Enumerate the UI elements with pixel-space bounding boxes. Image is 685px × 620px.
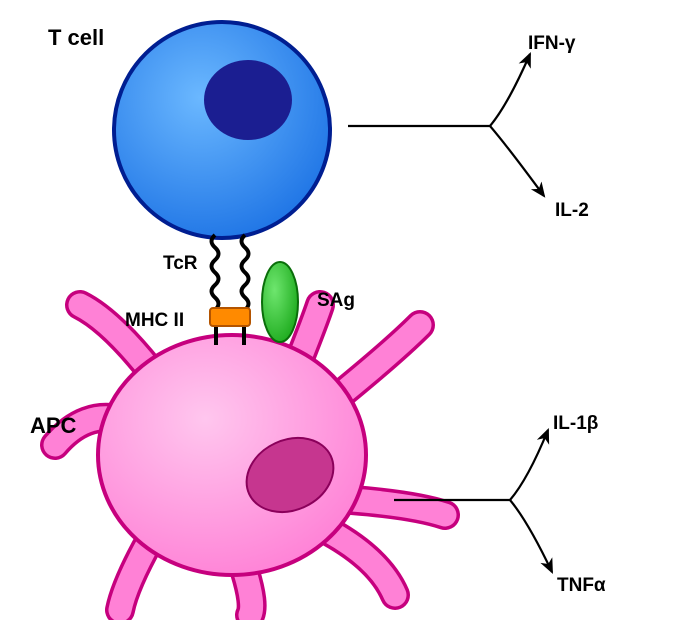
label-tcr: TcR (163, 253, 197, 275)
diagram-stage: T cell IFN-γ IL-2 TcR SAg MHC II APC IL-… (0, 0, 685, 620)
mhc-peptide-box (210, 308, 250, 326)
label-sag: SAg (317, 290, 355, 312)
label-il1b: IL-1β (553, 413, 598, 435)
t-cell-nucleus (204, 60, 292, 140)
label-ifn-g: IFN-γ (528, 33, 576, 55)
superantigen (262, 262, 298, 342)
label-mhc2: MHC II (125, 310, 184, 332)
label-apc: APC (30, 413, 76, 439)
label-il2: IL-2 (555, 200, 589, 222)
tcr-chain-left (212, 235, 219, 310)
t-cell-cytokine-arrows (348, 54, 544, 196)
apc-cytokine-arrows (394, 430, 552, 572)
label-tnfa: TNFα (557, 575, 606, 597)
label-t-cell: T cell (48, 25, 104, 51)
tcr-chain-right (242, 235, 249, 310)
